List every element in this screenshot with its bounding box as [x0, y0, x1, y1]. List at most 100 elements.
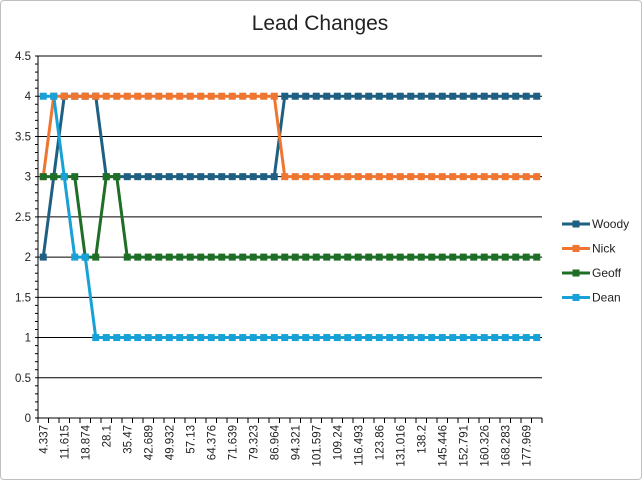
data-point [470, 334, 478, 342]
data-point [281, 173, 289, 181]
data-point [491, 253, 499, 261]
chart-title: Lead Changes [251, 12, 389, 35]
data-point [417, 173, 425, 181]
x-tick-label: 152.791 [458, 425, 470, 467]
data-point [165, 334, 173, 342]
data-point [323, 92, 331, 100]
data-point [396, 173, 404, 181]
data-point [449, 173, 457, 181]
x-tick-label: 64.376 [206, 425, 218, 460]
legend-item-nick: Nick [562, 242, 616, 256]
data-point [512, 173, 520, 181]
data-point [144, 334, 152, 342]
y-tick-label: 1 [25, 333, 31, 345]
data-point [207, 253, 215, 261]
data-point [113, 334, 121, 342]
data-point [438, 92, 446, 100]
data-point [291, 92, 299, 100]
x-tick-label: 116.493 [353, 425, 365, 466]
x-tick-label: 168.283 [500, 425, 512, 467]
data-point [260, 173, 268, 181]
data-point [480, 253, 488, 261]
data-point [186, 334, 194, 342]
data-point [533, 92, 541, 100]
data-point [218, 92, 226, 100]
data-point [302, 253, 310, 261]
data-point [92, 334, 100, 342]
data-point [249, 92, 257, 100]
data-point [333, 92, 341, 100]
data-point [459, 92, 467, 100]
legend-marker [572, 245, 580, 252]
data-point [417, 253, 425, 261]
data-point [155, 334, 163, 342]
data-point [144, 173, 152, 181]
data-point [354, 173, 362, 181]
data-point [386, 334, 394, 342]
data-point [386, 92, 394, 100]
legend-label: Nick [592, 242, 616, 256]
data-point [165, 173, 173, 181]
x-tick-label: 49.932 [164, 425, 176, 460]
data-point [281, 334, 289, 342]
data-point [81, 92, 89, 100]
data-point [291, 253, 299, 261]
data-point [144, 92, 152, 100]
data-point [176, 173, 184, 181]
data-point [249, 334, 257, 342]
legend-marker [572, 294, 580, 301]
data-point [501, 173, 509, 181]
data-point [197, 253, 205, 261]
x-tick-label: 94.321 [290, 425, 302, 460]
data-point [228, 173, 236, 181]
data-point [92, 253, 100, 261]
data-point [396, 92, 404, 100]
data-point [102, 92, 110, 100]
data-point [512, 92, 520, 100]
data-point [39, 253, 47, 261]
data-point [449, 334, 457, 342]
data-point [113, 173, 121, 181]
data-point [449, 92, 457, 100]
data-point [197, 92, 205, 100]
data-point [480, 334, 488, 342]
data-point [113, 92, 121, 100]
legend-marker [572, 220, 580, 228]
data-point [176, 334, 184, 342]
data-point [344, 173, 352, 181]
data-point [71, 253, 79, 261]
legend: Woody Nick Geoff Dean [562, 217, 629, 305]
x-tick-label: 145.446 [437, 425, 449, 467]
data-point [60, 173, 68, 181]
data-point [417, 92, 425, 100]
data-point [71, 92, 79, 100]
data-point [249, 173, 257, 181]
data-point [270, 92, 278, 100]
data-point [123, 173, 131, 181]
data-point [459, 173, 467, 181]
data-point [407, 334, 415, 342]
data-point [365, 92, 373, 100]
data-point [302, 334, 310, 342]
data-point [165, 92, 173, 100]
data-point [480, 173, 488, 181]
data-point [386, 173, 394, 181]
x-tick-label: 101.597 [311, 425, 323, 467]
data-point [438, 334, 446, 342]
data-point [512, 253, 520, 261]
data-point [270, 334, 278, 342]
data-point [207, 334, 215, 342]
data-point [186, 92, 194, 100]
data-point [312, 334, 320, 342]
data-point [186, 173, 194, 181]
data-point [155, 253, 163, 261]
data-point [522, 173, 530, 181]
y-tick-label: 3 [25, 172, 31, 184]
series-nick [39, 92, 541, 181]
data-point [480, 92, 488, 100]
legend-label: Dean [592, 291, 621, 305]
data-point [207, 173, 215, 181]
data-point [375, 334, 383, 342]
data-point [522, 334, 530, 342]
